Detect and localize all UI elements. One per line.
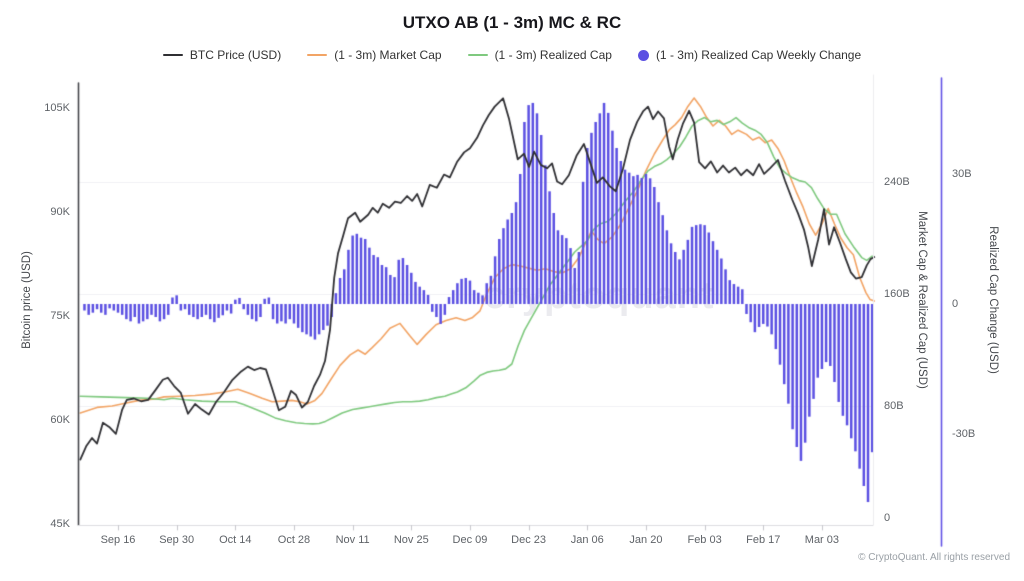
legend-label: (1 - 3m) Realized Cap [494, 48, 612, 62]
left-axis-title: Bitcoin price (USD) [21, 251, 33, 349]
right-change-axis-title: Realized Cap Change (USD) [987, 226, 999, 374]
legend-item-btc-price[interactable]: BTC Price (USD) [162, 48, 282, 62]
chart-title: UTXO AB (1 - 3m) MC & RC [402, 13, 622, 32]
x-axis-tick: Oct 14 [219, 534, 252, 546]
market-cap-axis-tick: 160B [884, 288, 910, 300]
price-axis-tick: 45K [50, 518, 70, 530]
x-axis-tick: Dec 09 [452, 534, 488, 546]
btc-price-line-icon [162, 53, 183, 57]
x-axis-tick: Dec 23 [511, 534, 547, 546]
chart-legend: BTC Price (USD) (1 - 3m) Market Cap (1 -… [0, 48, 1024, 62]
x-axis-tick: Jan 06 [570, 534, 604, 546]
right-market-cap-axis-title: Market Cap & Realized Cap (USD) [916, 211, 928, 389]
price-axis-tick: 105K [44, 102, 70, 114]
x-axis-tick: Sep 16 [100, 534, 136, 546]
market-cap-axis-tick: 240B [884, 176, 910, 188]
legend-item-market-cap[interactable]: (1 - 3m) Market Cap [307, 48, 442, 62]
market-cap-axis-tick: 80B [884, 400, 904, 412]
price-axis-tick: 90K [50, 206, 70, 218]
x-axis-tick: Jan 20 [629, 534, 663, 546]
realized-cap-line-icon [467, 53, 488, 57]
price-axis-tick: 60K [50, 414, 70, 426]
change-axis-tick: 0 [952, 298, 959, 310]
x-axis-tick: Mar 03 [804, 534, 840, 546]
copyright-notice: © CryptoQuant. All rights reserved [858, 552, 1010, 563]
x-axis-tick: Nov 11 [335, 534, 370, 546]
market-cap-line-icon [307, 53, 328, 57]
x-axis-tick: Feb 17 [746, 534, 781, 546]
change-axis-tick: 30B [952, 168, 972, 180]
x-axis-tick: Feb 03 [687, 534, 722, 546]
x-axis-tick: Oct 28 [277, 534, 311, 546]
weekly-change-dot-icon [637, 49, 649, 61]
legend-item-realized-cap[interactable]: (1 - 3m) Realized Cap [467, 48, 612, 62]
legend-label: (1 - 3m) Realized Cap Weekly Change [655, 48, 862, 62]
change-axis-tick: -30B [952, 428, 976, 440]
market-cap-axis-tick: 0 [884, 512, 891, 524]
legend-label: BTC Price (USD) [189, 48, 282, 62]
x-axis-tick: Sep 30 [159, 534, 195, 546]
legend-label: (1 - 3m) Market Cap [334, 48, 442, 62]
x-axis-tick: Nov 25 [393, 534, 429, 546]
legend-item-realized-cap-weekly-change[interactable]: (1 - 3m) Realized Cap Weekly Change [637, 48, 862, 62]
price-axis-tick: 75K [50, 310, 70, 322]
